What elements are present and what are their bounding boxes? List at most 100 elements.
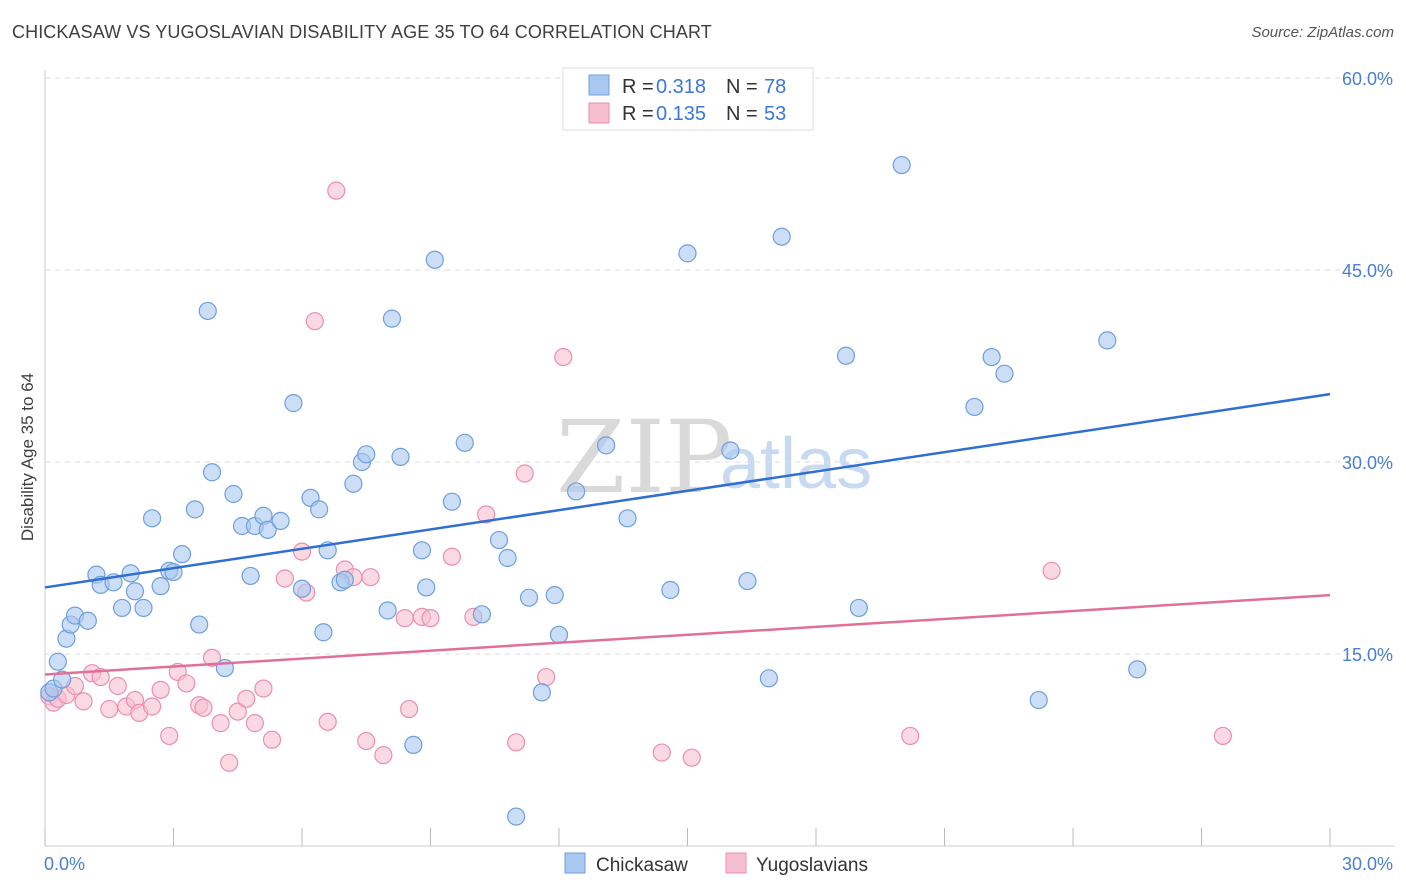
yugoslavians-point bbox=[901, 726, 920, 746]
correlation-legend: R = 0.318 N = 78 R = 0.135 N = 53 bbox=[562, 67, 814, 131]
yugoslavians-point bbox=[305, 312, 324, 331]
legend-r-label-2: R = bbox=[622, 103, 654, 125]
chickasaw-point bbox=[335, 570, 354, 589]
chickasaw-point bbox=[357, 445, 376, 464]
chickasaw-point bbox=[892, 155, 911, 175]
yugoslavians-point bbox=[160, 726, 179, 746]
chickasaw-point bbox=[112, 598, 132, 618]
yugoslavians-point bbox=[194, 698, 213, 717]
yugoslavians-point bbox=[357, 731, 376, 751]
chickasaw-point bbox=[545, 586, 564, 605]
chickasaw-point bbox=[125, 582, 145, 601]
series-legend: Chickasaw Yugoslavians bbox=[564, 852, 868, 876]
chickasaw-point bbox=[567, 482, 586, 501]
y-tick-label: 60.0% bbox=[1342, 69, 1393, 89]
chickasaw-point bbox=[982, 347, 1001, 367]
yugoslavians-point bbox=[442, 547, 462, 566]
chickasaw-point bbox=[678, 244, 697, 263]
legend-r-value-2: 0.135 bbox=[656, 103, 706, 125]
yugoslavians-point bbox=[507, 733, 526, 752]
legend-r-label-1: R = bbox=[622, 76, 654, 98]
chickasaw-point bbox=[498, 548, 517, 568]
chickasaw-point bbox=[738, 571, 757, 591]
yugoslavians-point bbox=[421, 609, 440, 628]
yugoslavians-point bbox=[361, 568, 380, 587]
chart-title: CHICKASAW VS YUGOSLAVIAN DISABILITY AGE … bbox=[12, 22, 712, 42]
yugoslavians-point bbox=[318, 712, 337, 731]
chickasaw-point bbox=[442, 492, 462, 511]
chickasaw-point bbox=[455, 433, 474, 452]
chickasaw-point bbox=[48, 652, 67, 671]
chickasaw-point bbox=[836, 346, 856, 365]
y-axis-label: Disability Age 35 to 64 bbox=[18, 373, 37, 541]
yugoslavians-point bbox=[237, 689, 256, 708]
chickasaw-point bbox=[271, 511, 290, 530]
chickasaw-point bbox=[721, 441, 740, 460]
yugoslavians-trend-line bbox=[44, 593, 1331, 676]
yugoslavians-point bbox=[395, 609, 414, 628]
chickasaw-point bbox=[1029, 690, 1048, 710]
yugoslavians-point bbox=[292, 542, 312, 561]
chickasaw-point bbox=[1098, 331, 1117, 350]
chickasaw-point bbox=[618, 509, 637, 528]
chickasaw-point bbox=[53, 670, 72, 689]
yugoslavians-points bbox=[40, 181, 1233, 772]
legend-swatch-chickasaw bbox=[588, 74, 610, 96]
chickasaw-point bbox=[549, 625, 569, 644]
chickasaw-point bbox=[172, 545, 192, 564]
chickasaw-point bbox=[310, 500, 329, 519]
y-tick-label: 15.0% bbox=[1342, 645, 1393, 665]
chickasaw-point bbox=[532, 683, 551, 702]
yugoslavians-point bbox=[477, 505, 496, 524]
chickasaw-point bbox=[1128, 660, 1147, 679]
chickasaw-point bbox=[284, 394, 303, 413]
yugoslavians-point bbox=[100, 699, 119, 719]
yugoslavians-point bbox=[177, 674, 196, 693]
yugoslavians-point bbox=[374, 746, 393, 765]
chickasaw-point bbox=[314, 623, 333, 642]
chickasaw-point bbox=[404, 735, 423, 754]
chickasaw-point bbox=[507, 807, 526, 826]
yugoslavians-point bbox=[108, 676, 127, 696]
chickasaw-point bbox=[202, 463, 222, 482]
chickasaw-point bbox=[241, 566, 260, 586]
chickasaw-point bbox=[772, 227, 791, 246]
yugoslavians-point bbox=[262, 730, 282, 749]
legend-n-label-2: N = bbox=[726, 103, 758, 125]
y-tick-label: 30.0% bbox=[1342, 453, 1393, 473]
chickasaw-point bbox=[489, 530, 509, 550]
legend-swatch-yugoslavians bbox=[588, 102, 610, 124]
chickasaw-point bbox=[849, 598, 868, 618]
chickasaw-point bbox=[198, 301, 217, 321]
yugoslavians-point bbox=[74, 692, 93, 711]
chickasaw-point bbox=[995, 364, 1014, 383]
chickasaw-point bbox=[378, 601, 397, 620]
yugoslavians-point bbox=[220, 753, 239, 772]
yugoslavians-point bbox=[682, 748, 701, 767]
chickasaw-point bbox=[344, 474, 363, 493]
yugoslavians-point bbox=[151, 680, 170, 699]
yugoslavians-point bbox=[1042, 561, 1061, 580]
legend-n-label-1: N = bbox=[726, 76, 758, 98]
yugoslavians-point bbox=[245, 714, 264, 733]
legend-n-value-2: 53 bbox=[764, 103, 786, 125]
chickasaw-point bbox=[292, 579, 312, 598]
yugoslavians-point bbox=[554, 347, 573, 367]
chickasaw-point bbox=[965, 397, 984, 417]
chickasaw-point bbox=[258, 520, 277, 539]
yugoslavians-point bbox=[399, 699, 419, 719]
bottom-legend-label-yugoslavians: Yugoslavians bbox=[756, 855, 868, 876]
yugoslavians-point bbox=[275, 569, 294, 588]
yugoslavians-point bbox=[254, 679, 273, 698]
yugoslavians-point bbox=[202, 648, 222, 667]
x-tick-label-max: 30.0% bbox=[1342, 854, 1393, 874]
yugoslavians-point bbox=[1213, 726, 1233, 746]
chickasaw-point bbox=[382, 309, 402, 328]
chickasaw-point bbox=[597, 436, 616, 455]
chickasaw-point bbox=[472, 605, 491, 624]
chickasaw-trend-line bbox=[44, 392, 1331, 589]
chickasaw-point bbox=[134, 598, 153, 618]
axes bbox=[44, 70, 1395, 847]
chickasaw-point bbox=[190, 615, 209, 634]
